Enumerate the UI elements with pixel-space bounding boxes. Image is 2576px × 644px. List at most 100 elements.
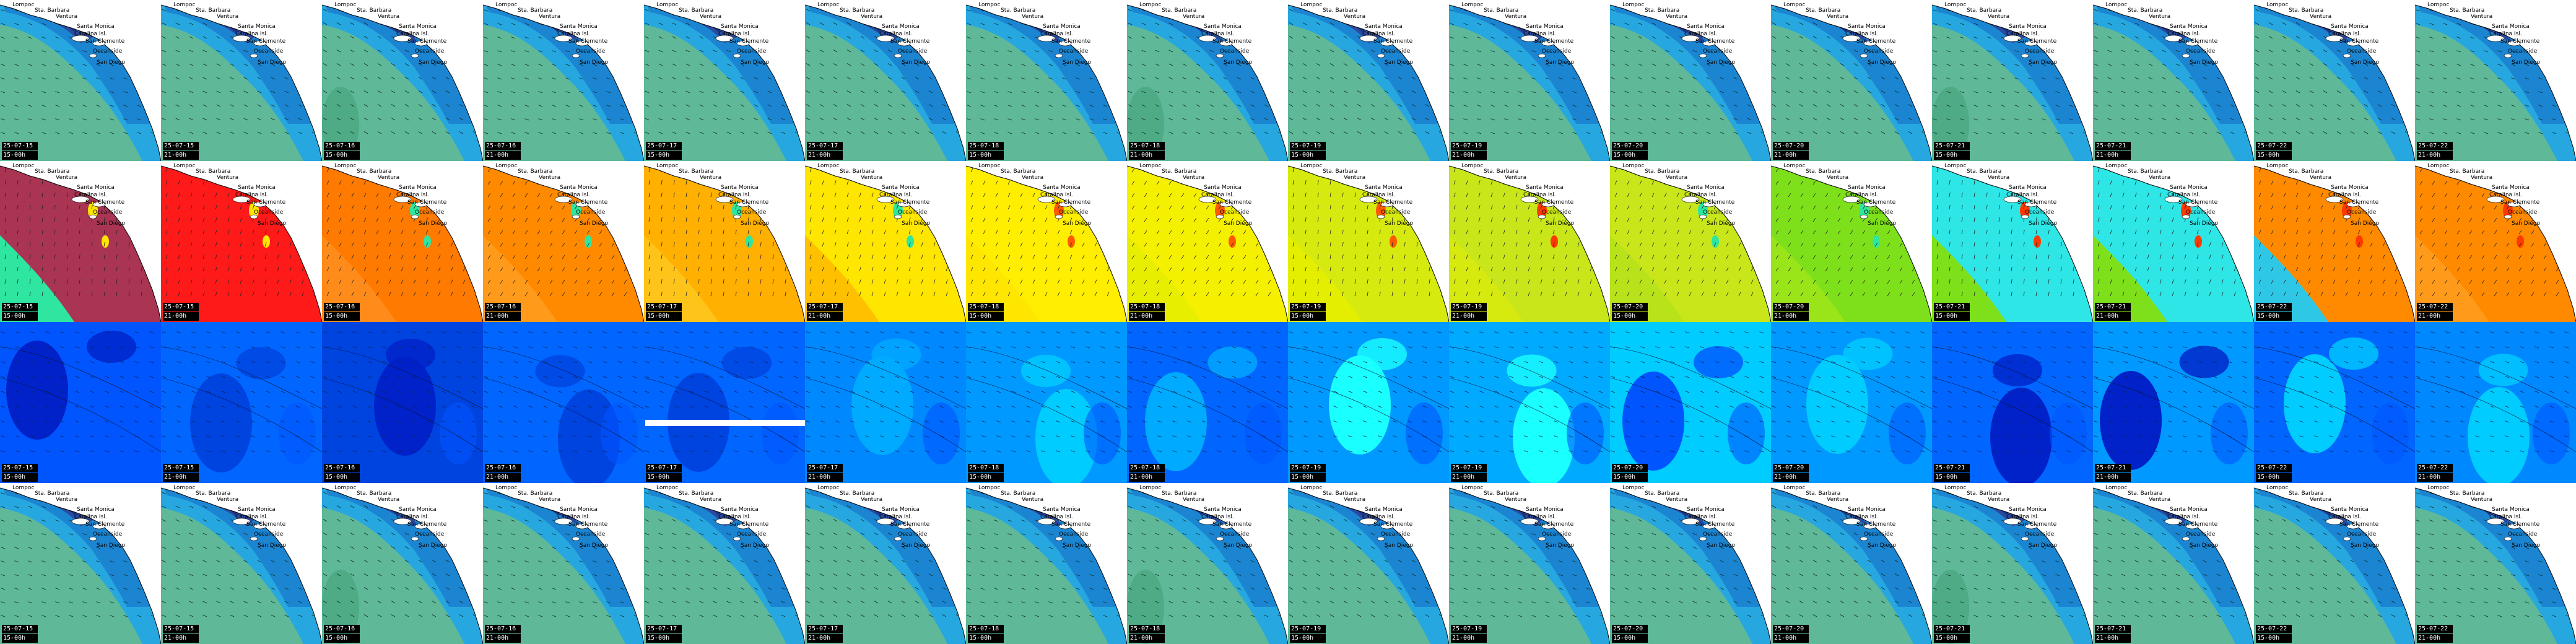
date-stamp: 25-07-19	[1290, 142, 1326, 150]
map-tile-swell[interactable]: Lompoc Sta. Barbara Ventura Santa Monica Cat…	[0, 483, 161, 644]
map-tile-swell[interactable]: Lompoc Sta. Barbara Ventura Santa Monica Cat…	[2093, 0, 2254, 161]
map-tile-period[interactable]: 25-07-20 21-00h	[1771, 322, 1932, 483]
place-label: Catalina Isl.	[74, 192, 107, 198]
map-tile-swell[interactable]: Lompoc Sta. Barbara Ventura Santa Monica Cat…	[1932, 0, 2093, 161]
map-tile-wind[interactable]: Lompoc Sta. Barbara Ventura Santa Monica Cat…	[322, 161, 483, 322]
place-label: Sta. Barbara	[1001, 7, 1036, 14]
place-label: Santa Monica	[882, 507, 920, 513]
map-tile-period[interactable]: 25-07-22 21-00h	[2415, 322, 2576, 483]
map-tile-wind[interactable]: Lompoc Sta. Barbara Ventura Santa Monica Cat…	[805, 161, 966, 322]
map-tile-swell[interactable]: Lompoc Sta. Barbara Ventura Santa Monica Cat…	[483, 0, 644, 161]
place-label: Santa Monica	[1526, 507, 1564, 513]
place-label: San Clemente	[1856, 521, 1896, 528]
map-tile-period[interactable]: 25-07-21 21-00h	[2093, 322, 2254, 483]
map-tile-period[interactable]: 25-07-21 15-00h	[1932, 322, 2093, 483]
map-tile-swell[interactable]: Lompoc Sta. Barbara Ventura Santa Monica Cat…	[1288, 483, 1449, 644]
map-tile-swell[interactable]: Lompoc Sta. Barbara Ventura Santa Monica Cat…	[1449, 0, 1610, 161]
date-stamp: 25-07-15	[163, 464, 199, 472]
map-tile-swell[interactable]: Lompoc Sta. Barbara Ventura Santa Monica Cat…	[1127, 483, 1288, 644]
map-tile-period[interactable]: 25-07-17 21-00h	[805, 322, 966, 483]
time-stamp: 21-00h	[1773, 312, 1809, 321]
map-tile-wind[interactable]: Lompoc Sta. Barbara Ventura Santa Monica Cat…	[0, 161, 161, 322]
map-tile-swell[interactable]: Lompoc Sta. Barbara Ventura Santa Monica Cat…	[1932, 483, 2093, 644]
map-tile-swell[interactable]: Lompoc Sta. Barbara Ventura Santa Monica Cat…	[1610, 0, 1771, 161]
place-label: Catalina Isl.	[2328, 192, 2361, 198]
map-tile-wind[interactable]: Lompoc Sta. Barbara Ventura Santa Monica Cat…	[1932, 161, 2093, 322]
date-stamp: 25-07-15	[2, 142, 38, 150]
map-tile-period[interactable]: 25-07-16 21-00h	[483, 322, 644, 483]
map-tile-wind[interactable]: Lompoc Sta. Barbara Ventura Santa Monica Cat…	[2415, 161, 2576, 322]
place-label: Oceanside	[2508, 531, 2538, 537]
map-tile-swell[interactable]: Lompoc Sta. Barbara Ventura Santa Monica Cat…	[1288, 0, 1449, 161]
place-label: Oceanside	[1059, 209, 1089, 215]
map-tile-swell[interactable]: Lompoc Sta. Barbara Ventura Santa Monica Cat…	[644, 483, 805, 644]
map-tile-period[interactable]: 25-07-22 15-00h	[2254, 322, 2415, 483]
place-label: Catalina Isl.	[2167, 514, 2200, 520]
place-label: San Diego	[1385, 220, 1413, 227]
map-tile-swell[interactable]: Lompoc Sta. Barbara Ventura Santa Monica Cat…	[2254, 483, 2415, 644]
place-label: San Diego	[1224, 220, 1252, 227]
map-swell-layer	[1127, 483, 1288, 644]
map-tile-wind[interactable]: Lompoc Sta. Barbara Ventura Santa Monica Cat…	[1127, 161, 1288, 322]
map-tile-period[interactable]: 25-07-15 15-00h	[0, 322, 161, 483]
map-tile-period[interactable]: 25-07-15 21-00h	[161, 322, 322, 483]
map-tile-swell[interactable]: Lompoc Sta. Barbara Ventura Santa Monica Cat…	[1771, 0, 1932, 161]
map-tile-swell[interactable]: Lompoc Sta. Barbara Ventura Santa Monica Cat…	[966, 0, 1127, 161]
place-label: San Diego	[2190, 59, 2218, 66]
map-tile-wind[interactable]: Lompoc Sta. Barbara Ventura Santa Monica Cat…	[644, 161, 805, 322]
map-tile-period[interactable]: 25-07-18 21-00h	[1127, 322, 1288, 483]
place-label: Oceanside	[1381, 48, 1411, 54]
date-stamp: 25-07-20	[1612, 464, 1648, 472]
map-tile-swell[interactable]: Lompoc Sta. Barbara Ventura Santa Monica Cat…	[1610, 483, 1771, 644]
map-tile-swell[interactable]: Lompoc Sta. Barbara Ventura Santa Monica Cat…	[2093, 483, 2254, 644]
map-tile-swell[interactable]: Lompoc Sta. Barbara Ventura Santa Monica Cat…	[1449, 483, 1610, 644]
map-tile-swell[interactable]: Lompoc Sta. Barbara Ventura Santa Monica Cat…	[322, 0, 483, 161]
map-tile-period[interactable]: 25-07-19 21-00h	[1449, 322, 1610, 483]
time-stamp: 21-00h	[163, 151, 199, 160]
map-swell-layer	[1932, 483, 2093, 644]
time-stamp: 15-00h	[1934, 151, 1970, 160]
map-tile-period[interactable]: 25-07-20 15-00h	[1610, 322, 1771, 483]
place-label: Oceanside	[737, 531, 767, 537]
map-tile-wind[interactable]: Lompoc Sta. Barbara Ventura Santa Monica Cat…	[1449, 161, 1610, 322]
place-label: Ventura	[56, 175, 78, 181]
map-tile-swell[interactable]: Lompoc Sta. Barbara Ventura Santa Monica Cat…	[2415, 0, 2576, 161]
map-tile-period[interactable]: 25-07-18 15-00h	[966, 322, 1127, 483]
map-tile-swell[interactable]: Lompoc Sta. Barbara Ventura Santa Monica Cat…	[805, 0, 966, 161]
place-label: Catalina Isl.	[1845, 514, 1878, 520]
map-swell-layer	[1932, 0, 2093, 161]
map-tile-wind[interactable]: Lompoc Sta. Barbara Ventura Santa Monica Cat…	[2254, 161, 2415, 322]
map-tile-swell[interactable]: Lompoc Sta. Barbara Ventura Santa Monica Cat…	[483, 483, 644, 644]
place-label: San Diego	[2029, 542, 2057, 549]
map-tile-swell[interactable]: Lompoc Sta. Barbara Ventura Santa Monica Cat…	[805, 483, 966, 644]
map-tile-swell[interactable]: Lompoc Sta. Barbara Ventura Santa Monica Cat…	[2415, 483, 2576, 644]
map-tile-swell[interactable]: Lompoc Sta. Barbara Ventura Santa Monica Cat…	[1127, 0, 1288, 161]
place-label: San Diego	[2190, 542, 2218, 549]
map-tile-swell[interactable]: Lompoc Sta. Barbara Ventura Santa Monica Cat…	[2254, 0, 2415, 161]
map-tile-wind[interactable]: Lompoc Sta. Barbara Ventura Santa Monica Cat…	[1288, 161, 1449, 322]
map-tile-wind[interactable]: Lompoc Sta. Barbara Ventura Santa Monica Cat…	[1610, 161, 1771, 322]
map-tile-wind[interactable]: Lompoc Sta. Barbara Ventura Santa Monica Cat…	[2093, 161, 2254, 322]
map-tile-swell[interactable]: Lompoc Sta. Barbara Ventura Santa Monica Cat…	[161, 0, 322, 161]
map-tile-wind[interactable]: Lompoc Sta. Barbara Ventura Santa Monica Cat…	[966, 161, 1127, 322]
time-stamp: 15-00h	[2256, 473, 2292, 482]
map-tile-wind[interactable]: Lompoc Sta. Barbara Ventura Santa Monica Cat…	[483, 161, 644, 322]
map-tile-swell[interactable]: Lompoc Sta. Barbara Ventura Santa Monica Cat…	[0, 0, 161, 161]
map-tile-swell[interactable]: Lompoc Sta. Barbara Ventura Santa Monica Cat…	[966, 483, 1127, 644]
map-tile-swell[interactable]: Lompoc Sta. Barbara Ventura Santa Monica Cat…	[322, 483, 483, 644]
map-swell-layer	[1449, 483, 1610, 644]
map-tile-swell[interactable]: Lompoc Sta. Barbara Ventura Santa Monica Cat…	[644, 0, 805, 161]
map-tile-period[interactable]: 25-07-17 15-00h	[644, 322, 805, 483]
map-tile-swell[interactable]: Lompoc Sta. Barbara Ventura Santa Monica Cat…	[1771, 483, 1932, 644]
time-stamp: 21-00h	[2095, 473, 2131, 482]
place-label: Lompoc	[1622, 485, 1645, 491]
place-label: San Clemente	[890, 38, 930, 45]
place-label: San Clemente	[2339, 38, 2379, 45]
map-tile-wind[interactable]: Lompoc Sta. Barbara Ventura Santa Monica Cat…	[1771, 161, 1932, 322]
map-tile-wind[interactable]: Lompoc Sta. Barbara Ventura Santa Monica Cat…	[161, 161, 322, 322]
map-tile-swell[interactable]: Lompoc Sta. Barbara Ventura Santa Monica Cat…	[161, 483, 322, 644]
map-tile-period[interactable]: 25-07-19 15-00h	[1288, 322, 1449, 483]
place-label: Oceanside	[576, 531, 606, 537]
map-tile-period[interactable]: 25-07-16 15-00h	[322, 322, 483, 483]
place-label: Lompoc	[1783, 163, 1806, 169]
